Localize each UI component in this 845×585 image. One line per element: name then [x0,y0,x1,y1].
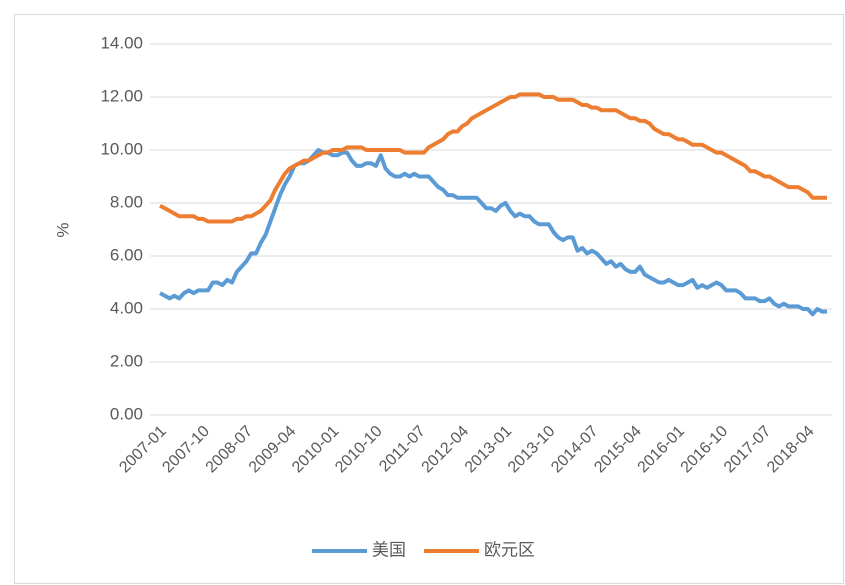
y-tick-label: 8.00 [110,192,143,211]
y-tick-label: 12.00 [100,86,143,105]
x-tick-label: 2010-01 [289,423,343,477]
y-tick-label: 14.00 [100,33,143,52]
y-tick-label: 4.00 [110,298,143,317]
x-tick-label: 2012-04 [419,423,473,477]
y-tick-label: 2.00 [110,351,143,370]
x-tick-label: 2015-04 [591,423,645,477]
y-tick-label: 0.00 [110,404,143,423]
x-tick-label: 2010-10 [332,423,386,477]
legend-label: 美国 [372,540,406,559]
x-tick-label: 2016-10 [678,423,732,477]
chart-border [14,14,844,584]
y-axis-label: % [53,222,72,237]
series-line [159,92,827,224]
x-tick-label: 2009-04 [246,423,300,477]
x-tick-label: 2013-01 [462,423,516,477]
legend-label: 欧元区 [484,540,535,559]
y-tick-label: 6.00 [110,245,143,264]
x-tick-label: 2016-01 [635,423,689,477]
x-tick-label: 2018-04 [764,423,818,477]
x-tick-label: 2013-10 [505,423,559,477]
x-tick-label: 2008-07 [203,423,257,477]
y-tick-label: 10.00 [100,139,143,158]
x-tick-label: 2014-07 [548,423,602,477]
x-tick-label: 2007-01 [116,423,170,477]
x-tick-label: 2007-10 [159,423,213,477]
series-line [159,148,827,317]
x-tick-label: 2017-07 [721,423,775,477]
